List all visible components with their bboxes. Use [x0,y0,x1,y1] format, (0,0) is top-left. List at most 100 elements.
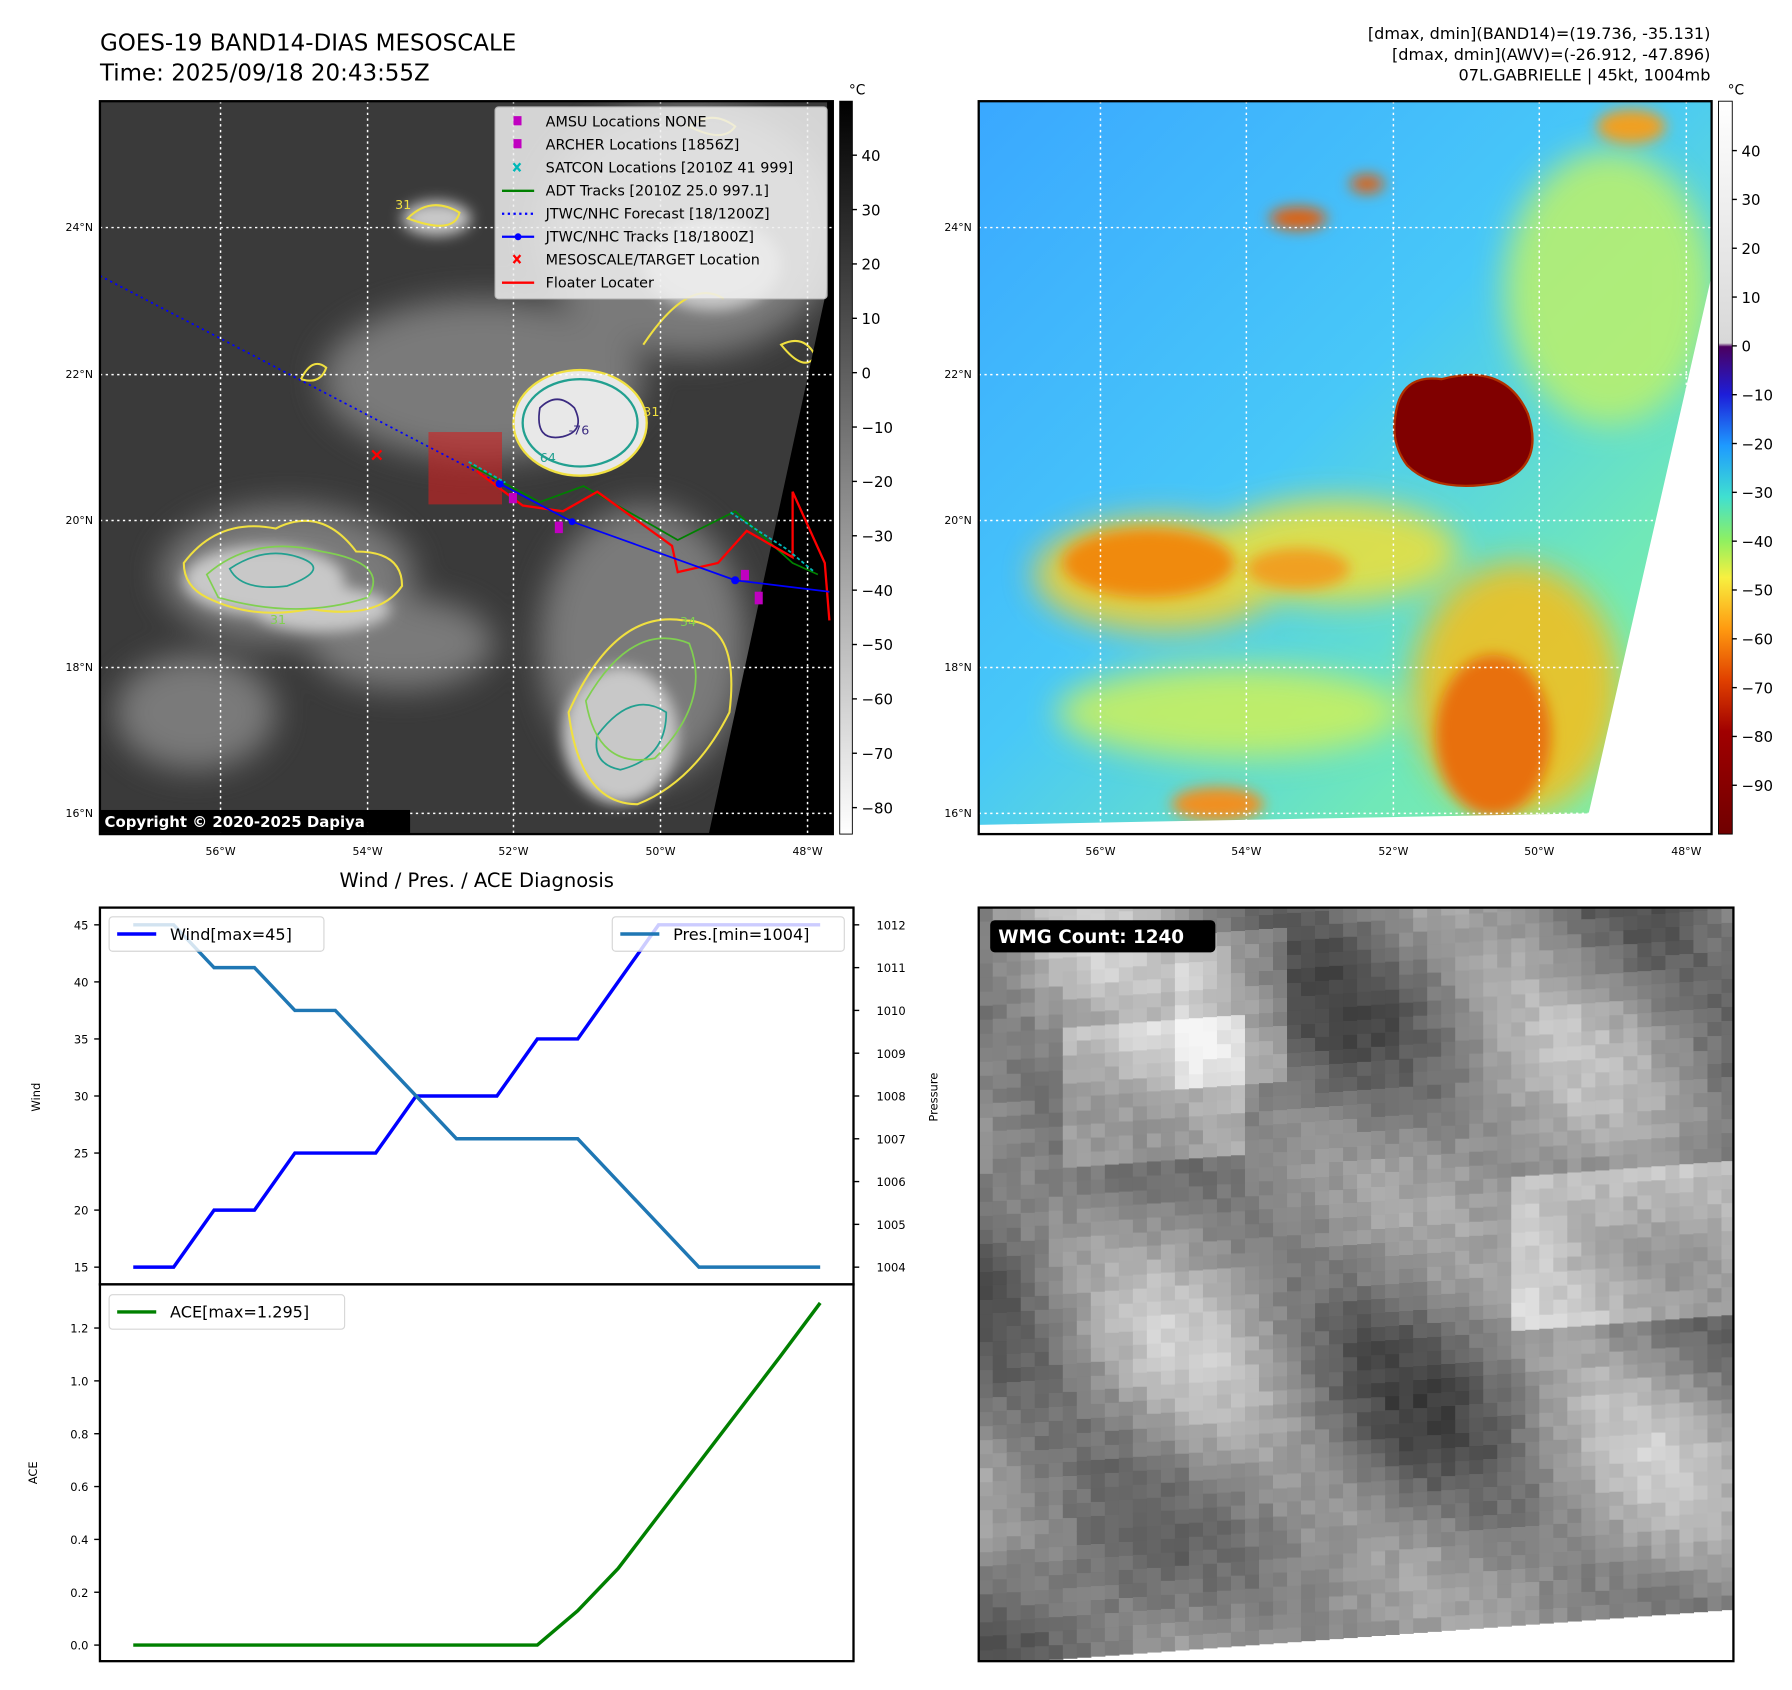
legend-label: MESOSCALE/TARGET Location [546,252,760,268]
jtwc-forecast-track [99,275,501,485]
lat-label: 16°N [66,807,93,820]
square-marker-icon [513,116,522,126]
wind-legend: Wind[max=45] [108,916,325,952]
lon-label: 48°W [1671,845,1701,858]
colorbar-tick-label: −60 [1741,631,1773,649]
colorbar-tick-label: −90 [1741,777,1773,795]
wmg-count-badge: WMG Count: 1240 [990,920,1216,953]
legend-item: AMSU Locations NONE [513,114,707,130]
figure-title: GOES-19 BAND14-DIAS MESOSCALE [100,31,516,57]
contour-label: 64 [540,450,556,465]
colorbar-tick-label: 40 [862,147,881,165]
contour-label: -76 [569,422,590,437]
y-tick-label: 20 [74,1204,89,1218]
colorbar-tick-label: −80 [862,799,894,817]
legend-label: AMSU Locations NONE [546,114,707,130]
cold-cloud-core [1393,373,1534,488]
y-tick-label: 15 [74,1261,89,1275]
ace-chart: 0.0 0.2 0.4 0.6 0.8 1.0 1.2 ACE ACE[max=1.295] [26,1283,855,1663]
y-tick-label: 35 [74,1033,89,1047]
y-right-tick-label: 1012 [876,918,905,932]
colorbar-tick-label: −10 [1741,386,1773,404]
colorbar-tick-label: 0 [1741,338,1751,356]
colorbar-tick-label: 30 [1741,191,1760,209]
contour-label: 31 [270,612,286,627]
legend-item: MESOSCALE/TARGET Location [512,252,760,268]
y-right-tick-label: 1011 [876,961,905,975]
storm-info: 07L.GABRIELLE | 45kt, 1004mb [1459,66,1711,85]
stats-band14: [dmax, dmin](BAND14)=(19.736, -35.131) [1368,24,1711,43]
adt-track [470,464,819,576]
square-marker-icon [513,139,522,149]
ace-legend: ACE[max=1.295] [108,1294,346,1330]
y-right-tick-label: 1004 [876,1261,905,1275]
x-marker-icon [512,162,522,173]
legend-label: ADT Tracks [2010Z 25.0 997.1] [546,183,769,199]
ir-colorbar: °C 40 30 20 10 0 −10 −20 −30 −40 −50 −60 −70 −80 [839,82,894,835]
lat-label: 16°N [944,807,972,820]
lat-label: 18°N [66,661,93,674]
wind-pressure-chart: 15 20 25 30 35 40 45 1004 1005 1006 1007 1008 1009 10… [29,906,940,1286]
colorbar-tick-label: −20 [1741,435,1773,453]
pressure-legend: Pres.[min=1004] [611,916,845,952]
copyright-label: Copyright © 2020-2025 Dapiya [99,809,411,833]
legend-item: ADT Tracks [2010Z 25.0 997.1] [501,183,769,199]
y-tick-label: 25 [74,1147,89,1161]
legend-label: Floater Locater [546,275,654,291]
contour-label: 31 [643,404,659,419]
stats-awv: [dmax, dmin](AWV)=(-26.912, -47.896) [1392,45,1710,64]
colorbar-tick-label: −80 [1741,728,1773,746]
colorbar-tick-label: 20 [1741,240,1760,258]
colorbar-tick-label: 30 [862,201,881,219]
y-right-tick-label: 1008 [876,1090,905,1104]
colorbar-tick-label: −30 [862,528,894,546]
legend-label: ARCHER Locations [1856Z] [546,137,740,153]
lon-label: 56°W [1085,845,1115,858]
colorbar-tick-label: 10 [862,310,881,328]
y-tick-label: 0.0 [70,1639,88,1653]
svg-text:°C: °C [1728,82,1745,98]
lon-label: 52°W [1378,845,1408,858]
lat-label: 20°N [944,514,972,527]
svg-text:WMG Count: 1240: WMG Count: 1240 [998,927,1184,948]
map-legend: AMSU Locations NONE ARCHER Locations [185… [494,106,828,300]
colorbar-tick-label: −10 [862,419,894,437]
lon-label: 52°W [498,845,528,858]
y-right-tick-label: 1010 [876,1004,905,1018]
colorbar-tick-label: 10 [1741,289,1760,307]
y-tick-label: 40 [74,975,89,989]
y-right-tick-label: 1007 [876,1132,905,1146]
y-tick-label: 1.0 [70,1374,88,1388]
y-right-tick-label: 1005 [876,1218,905,1232]
colorbar-tick-label: −40 [1741,533,1773,551]
y-right-axis-label: Pressure [926,1073,940,1122]
awv-color-map [978,101,1712,835]
legend-label: JTWC/NHC Tracks [18/1800Z] [545,229,754,245]
colorbar-tick-label: −40 [862,582,894,600]
lat-label: 18°N [944,661,972,674]
pressure-line [133,923,821,1269]
legend-item: SATCON Locations [2010Z 41 999] [512,160,793,176]
lat-label: 20°N [66,514,93,527]
lon-label: 50°W [1524,845,1554,858]
lat-label: 24°N [944,221,972,234]
wmg-image [978,907,1734,1662]
legend-label: JTWC/NHC Forecast [18/1200Z] [545,206,770,222]
colorbar-tick-label: 40 [1741,142,1760,160]
contour-label: 34 [680,614,696,629]
colorbar-tick-label: −70 [862,745,894,763]
ace-line [133,1301,822,1647]
y-tick-label: 0.8 [70,1427,88,1441]
x-marker-icon [512,254,522,264]
y-tick-label: 45 [74,918,89,932]
legend-item: ARCHER Locations [1856Z] [513,137,739,153]
diagnosis-title: Wind / Pres. / ACE Diagnosis [339,869,613,892]
legend-label: Wind[max=45] [170,925,292,944]
y-axis-label: ACE [26,1461,40,1484]
colorbar-tick-label: 20 [862,256,881,274]
colorbar-tick-label: −70 [1741,679,1773,697]
y-tick-label: 0.2 [70,1586,88,1600]
lat-label: 22°N [944,368,972,381]
y-tick-label: 30 [74,1090,89,1104]
